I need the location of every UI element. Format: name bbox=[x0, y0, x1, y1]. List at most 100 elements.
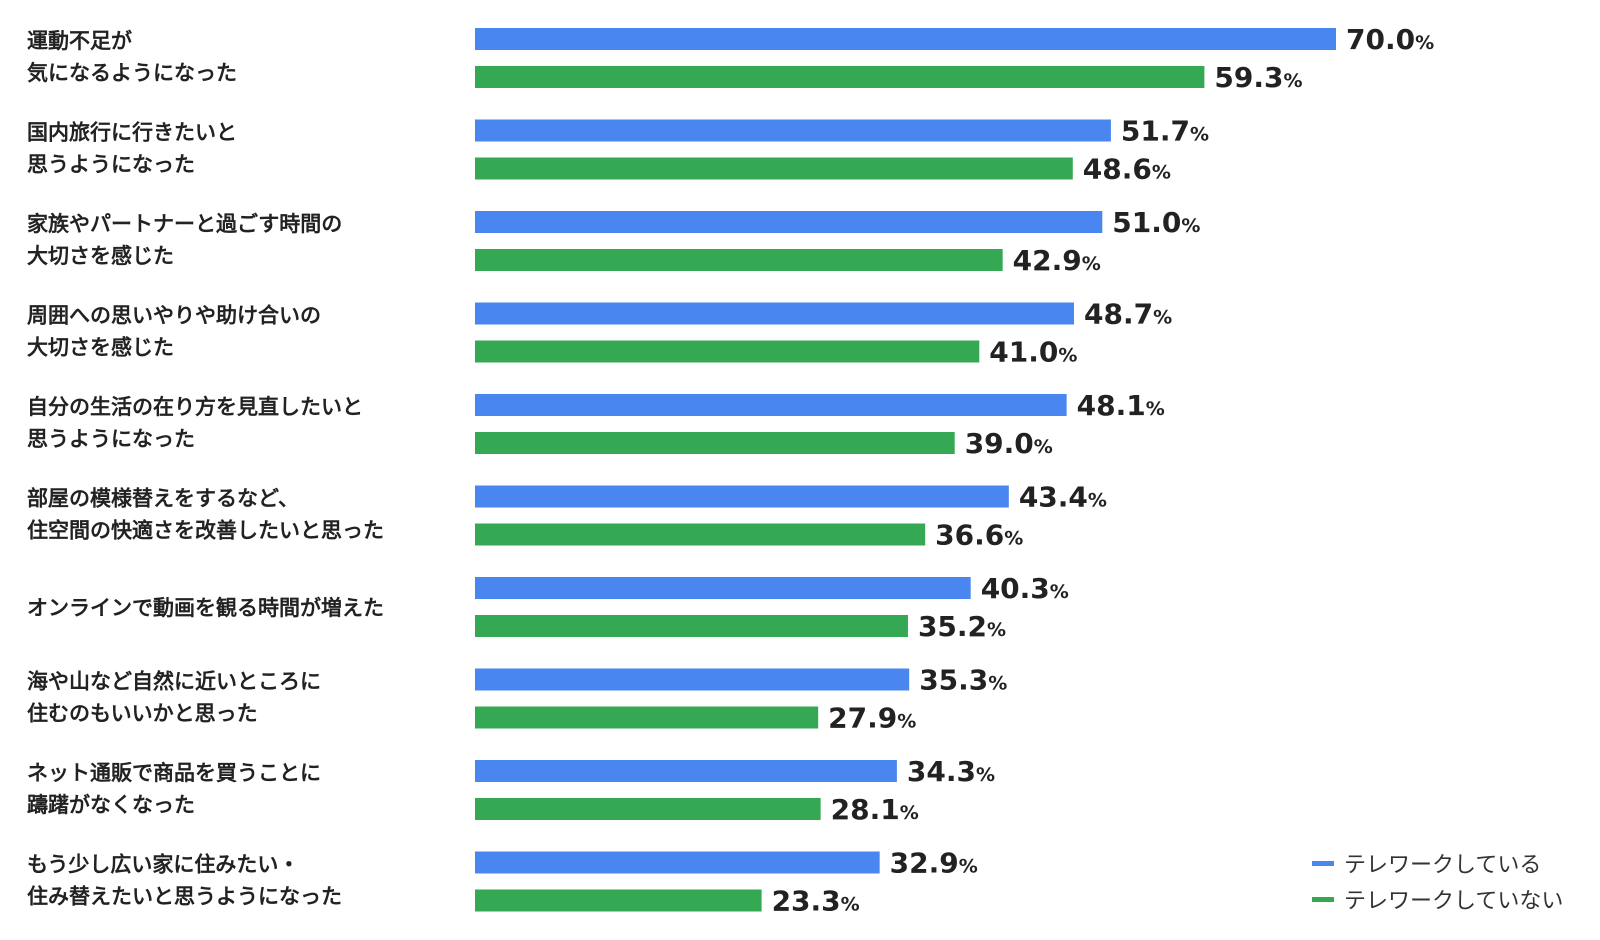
data-label-unit: % bbox=[1082, 253, 1101, 275]
data-label-number: 48.1 bbox=[1077, 389, 1146, 422]
legend-label: テレワークしている bbox=[1344, 853, 1541, 878]
data-label-unit: % bbox=[841, 894, 860, 916]
data-label: 48.7% bbox=[1084, 298, 1172, 331]
bar-no-telework bbox=[475, 340, 980, 363]
data-label-unit: % bbox=[1004, 528, 1023, 550]
data-label: 51.0% bbox=[1112, 206, 1200, 239]
category-label-line: 大切さを感じた bbox=[27, 336, 174, 360]
data-label-unit: % bbox=[1283, 70, 1302, 92]
category-label: 部屋の模様替えをするなど、住空間の快適さを改善したいと思った bbox=[27, 487, 384, 543]
bar-telework bbox=[475, 851, 880, 874]
data-label-unit: % bbox=[1190, 124, 1209, 146]
data-label-number: 41.0 bbox=[989, 336, 1058, 369]
category-label-line: 国内旅行に行きたいと bbox=[27, 121, 237, 145]
category-label-line: 家族やパートナーと過ごす時間の bbox=[27, 212, 342, 236]
bar-no-telework bbox=[475, 615, 908, 637]
bar-telework bbox=[475, 668, 910, 691]
data-label-number: 35.2 bbox=[918, 610, 987, 643]
data-label-number: 48.7 bbox=[1084, 298, 1153, 331]
data-label-unit: % bbox=[897, 711, 916, 733]
data-label-number: 51.7 bbox=[1121, 115, 1190, 148]
data-label: 51.7% bbox=[1121, 115, 1209, 148]
bar-no-telework bbox=[475, 249, 1003, 271]
data-label-number: 36.6 bbox=[935, 519, 1004, 552]
category-label-line: ネット通販で商品を買うことに bbox=[27, 761, 321, 785]
category-label-line: 住空間の快適さを改善したいと思った bbox=[27, 519, 384, 543]
bar-telework bbox=[475, 119, 1111, 142]
data-label: 39.0% bbox=[965, 427, 1053, 460]
data-label: 36.6% bbox=[935, 519, 1023, 552]
data-label-number: 42.9 bbox=[1013, 244, 1082, 277]
data-label: 32.9% bbox=[890, 847, 978, 880]
data-label-number: 59.3 bbox=[1214, 61, 1283, 94]
data-label-number: 70.0 bbox=[1346, 23, 1415, 56]
category-label-line: 思うようになった bbox=[27, 153, 195, 177]
data-label-unit: % bbox=[1058, 345, 1077, 367]
bar-telework bbox=[475, 211, 1103, 233]
data-label: 27.9% bbox=[828, 702, 916, 735]
data-label-unit: % bbox=[900, 802, 919, 824]
bar-no-telework bbox=[475, 523, 926, 546]
data-label: 40.3% bbox=[981, 572, 1069, 605]
category-label-line: 海や山など自然に近いところに bbox=[27, 670, 321, 694]
data-label: 42.9% bbox=[1013, 244, 1101, 277]
data-label-unit: % bbox=[1181, 215, 1200, 237]
data-label-unit: % bbox=[1034, 436, 1053, 458]
category-label: 海や山など自然に近いところに住むのもいいかと思った bbox=[27, 670, 321, 726]
data-label: 70.0% bbox=[1346, 23, 1434, 56]
legend-swatch bbox=[1312, 861, 1334, 866]
data-label-unit: % bbox=[988, 673, 1007, 695]
data-label-unit: % bbox=[1050, 581, 1069, 603]
data-label-number: 32.9 bbox=[890, 847, 959, 880]
bar-telework bbox=[475, 28, 1336, 50]
data-label-number: 34.3 bbox=[907, 755, 976, 788]
data-label: 59.3% bbox=[1214, 61, 1302, 94]
data-label: 35.2% bbox=[918, 610, 1006, 643]
category-label: 自分の生活の在り方を見直したいと思うようになった bbox=[27, 395, 363, 451]
category-label: ネット通販で商品を買うことに躊躇がなくなった bbox=[27, 761, 321, 817]
data-label-unit: % bbox=[959, 856, 978, 878]
bar-no-telework bbox=[475, 157, 1073, 180]
bar-telework bbox=[475, 394, 1067, 416]
category-label: 周囲への思いやりや助け合いの大切さを感じた bbox=[27, 304, 321, 360]
bar-no-telework bbox=[475, 66, 1205, 88]
bar-no-telework bbox=[475, 889, 762, 912]
category-label-line: 思うようになった bbox=[27, 427, 195, 451]
category-label-line: 部屋の模様替えをするなど、 bbox=[27, 487, 299, 511]
bar-telework bbox=[475, 485, 1009, 508]
data-label-unit: % bbox=[1152, 162, 1171, 184]
category-label-line: 躊躇がなくなった bbox=[27, 793, 195, 817]
data-label-number: 28.1 bbox=[831, 793, 900, 826]
bar-telework bbox=[475, 577, 971, 599]
data-label: 28.1% bbox=[831, 793, 919, 826]
category-label-line: 住み替えたいと思うようになった bbox=[27, 885, 342, 909]
data-label-unit: % bbox=[1415, 32, 1434, 54]
data-label: 23.3% bbox=[772, 885, 860, 918]
bar-no-telework bbox=[475, 432, 955, 454]
category-label: 国内旅行に行きたいと思うようになった bbox=[27, 121, 237, 177]
bar-no-telework bbox=[475, 798, 821, 820]
bar-no-telework bbox=[475, 706, 819, 729]
data-label-number: 27.9 bbox=[828, 702, 897, 735]
data-label-unit: % bbox=[987, 619, 1006, 641]
data-label-unit: % bbox=[1088, 490, 1107, 512]
bar-telework bbox=[475, 760, 897, 782]
data-label-number: 35.3 bbox=[919, 664, 988, 697]
category-label-line: 大切さを感じた bbox=[27, 244, 174, 268]
data-label-number: 23.3 bbox=[772, 885, 841, 918]
data-label: 35.3% bbox=[919, 664, 1007, 697]
category-label-line: 周囲への思いやりや助け合いの bbox=[27, 304, 321, 328]
category-label: 家族やパートナーと過ごす時間の大切さを感じた bbox=[27, 212, 342, 268]
data-label: 34.3% bbox=[907, 755, 995, 788]
category-label-line: 運動不足が bbox=[27, 29, 132, 53]
bar-telework bbox=[475, 302, 1075, 325]
data-label: 43.4% bbox=[1019, 481, 1107, 514]
category-label-line: 自分の生活の在り方を見直したいと bbox=[27, 395, 363, 419]
category-label: もう少し広い家に住みたい・住み替えたいと思うようになった bbox=[27, 853, 342, 909]
data-label: 48.1% bbox=[1077, 389, 1165, 422]
legend-label: テレワークしていない bbox=[1344, 889, 1563, 914]
data-label: 48.6% bbox=[1083, 153, 1171, 186]
data-label-number: 39.0 bbox=[965, 427, 1034, 460]
